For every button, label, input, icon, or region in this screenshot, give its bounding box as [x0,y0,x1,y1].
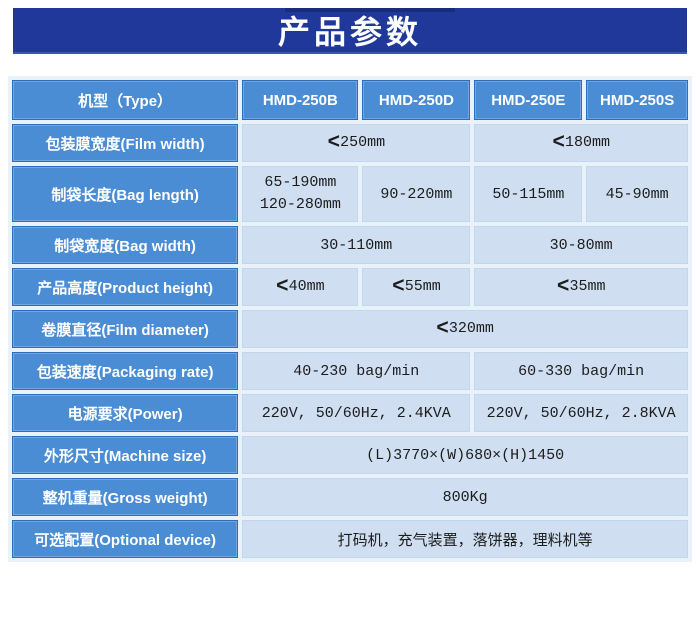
value-cell: (L)3770×(W)680×(H)1450 [242,436,688,474]
value-text: 800Kg [442,488,488,506]
row-optional-device: 可选配置(Optional device) 打码机，充气装置，落饼器，理料机等 [12,520,688,558]
less-than-symbol: < [552,131,565,155]
row-label: 制袋长度(Bag length) [12,166,239,222]
value-cell: 90-220mm [362,166,471,222]
row-bag-length: 制袋长度(Bag length) 65-190mm 120-280mm 90-2… [12,166,688,222]
value-cell: <40mm [242,268,359,306]
value-cell: 40-230 bag/min [242,352,471,390]
value-cell: 打码机，充气装置，落饼器，理料机等 [242,520,688,558]
model-header-hmd-250d: HMD-250D [362,80,471,120]
row-label: 可选配置(Optional device) [12,520,239,558]
value-cell: <55mm [362,268,471,306]
value-cell: <320mm [242,310,688,348]
value-cell: 220V, 50/60Hz, 2.8KVA [474,394,688,432]
value-cell: 30-80mm [474,226,688,264]
row-packaging-rate: 包装速度(Packaging rate) 40-230 bag/min 60-3… [12,352,688,390]
less-than-symbol: < [392,275,405,299]
row-label: 电源要求(Power) [12,394,239,432]
row-machine-size: 外形尺寸(Machine size) (L)3770×(W)680×(H)145… [12,436,688,474]
row-bag-width: 制袋宽度(Bag width) 30-110mm 30-80mm [12,226,688,264]
row-label: 整机重量(Gross weight) [12,478,239,516]
value-text: 60-330 bag/min [518,362,645,380]
model-header-hmd-250s: HMD-250S [586,80,688,120]
less-than-symbol: < [276,275,289,299]
model-header-hmd-250b: HMD-250B [242,80,359,120]
value-text: 40-230 bag/min [293,362,420,380]
less-than-symbol: < [327,131,340,155]
row-film-width: 包装膜宽度(Film width) <250mm <180mm [12,124,688,162]
page-title: 产品参数 [277,14,422,50]
spec-table-container: 机型（Type） HMD-250B HMD-250D HMD-250E HMD-… [8,76,692,562]
value-cell: 220V, 50/60Hz, 2.4KVA [242,394,471,432]
row-label: 包装速度(Packaging rate) [12,352,239,390]
value-text: 90-220mm [380,185,453,203]
type-header-cell: 机型（Type） [12,80,239,120]
header-row: 机型（Type） HMD-250B HMD-250D HMD-250E HMD-… [12,80,688,120]
value-text: 30-80mm [549,236,613,254]
value-cell: 45-90mm [586,166,688,222]
row-label: 制袋宽度(Bag width) [12,226,239,264]
value-text: 30-110mm [320,236,393,254]
value-cell: <250mm [242,124,471,162]
page-title-banner: 产品参数 [13,8,687,54]
value-cell: 50-115mm [474,166,583,222]
row-gross-weight: 整机重量(Gross weight) 800Kg [12,478,688,516]
value-text: 打码机，充气装置，落饼器，理料机等 [337,532,593,550]
value-cell: 30-110mm [242,226,471,264]
value-text-line2: 120-280mm [259,196,341,213]
value-text: 250mm [340,133,386,151]
row-label: 产品高度(Product height) [12,268,239,306]
model-header-hmd-250e: HMD-250E [474,80,583,120]
value-text: 55mm [404,277,441,295]
value-cell: 65-190mm 120-280mm [242,166,359,222]
less-than-symbol: < [436,317,449,341]
value-text: 220V, 50/60Hz, 2.8KVA [486,404,676,422]
value-text: 180mm [564,133,610,151]
top-edge-strip [285,8,455,12]
value-cell: <180mm [474,124,688,162]
value-text: 35mm [569,277,606,295]
row-power: 电源要求(Power) 220V, 50/60Hz, 2.4KVA 220V, … [12,394,688,432]
value-text: (L)3770×(W)680×(H)1450 [366,446,565,464]
row-label: 外形尺寸(Machine size) [12,436,239,474]
spec-table: 机型（Type） HMD-250B HMD-250D HMD-250E HMD-… [8,76,692,562]
row-film-diameter: 卷膜直径(Film diameter) <320mm [12,310,688,348]
value-text: 50-115mm [492,185,565,203]
value-cell: <35mm [474,268,688,306]
value-text: 45-90mm [605,185,669,203]
less-than-symbol: < [556,275,570,299]
row-label: 包装膜宽度(Film width) [12,124,239,162]
value-text: 40mm [288,277,325,295]
row-product-height: 产品高度(Product height) <40mm <55mm <35mm [12,268,688,306]
value-text: 220V, 50/60Hz, 2.4KVA [261,404,451,422]
value-text-line1: 65-190mm [264,174,337,192]
row-label: 卷膜直径(Film diameter) [12,310,239,348]
value-text: 320mm [448,319,494,337]
value-cell: 800Kg [242,478,688,516]
value-cell: 60-330 bag/min [474,352,688,390]
